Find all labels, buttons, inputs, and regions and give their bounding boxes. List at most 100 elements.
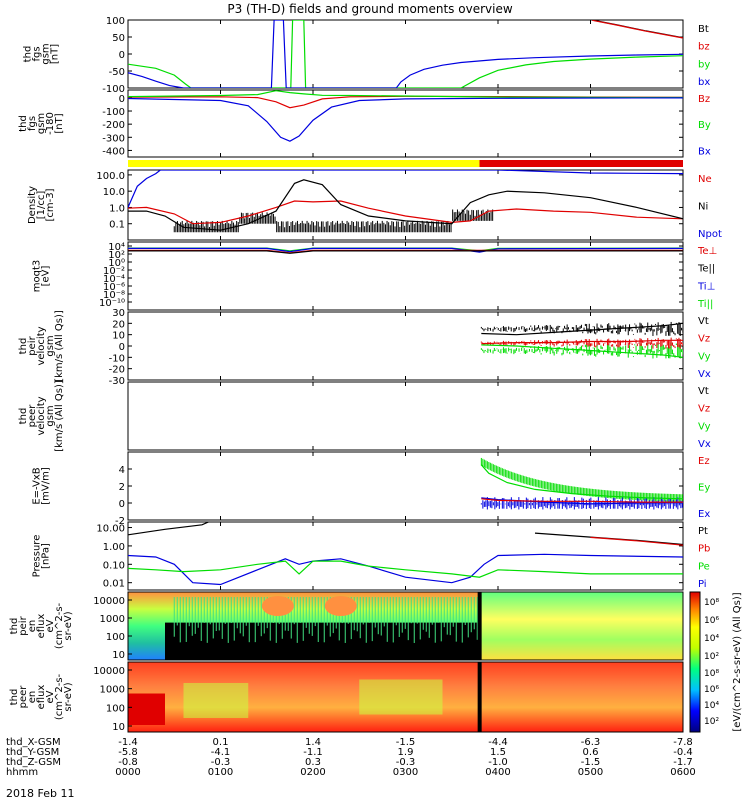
y-tick-label: -30 bbox=[109, 376, 125, 387]
legend-pt: Pt bbox=[698, 526, 708, 537]
series-group bbox=[128, 90, 683, 142]
series-te bbox=[128, 250, 683, 254]
y-axis-label: eV bbox=[45, 690, 56, 703]
y-axis-label: thd bbox=[9, 689, 20, 706]
y-axis-label: [nT] bbox=[50, 44, 61, 64]
y-tick-label: 10000 bbox=[93, 596, 125, 607]
y-axis-label: fgs bbox=[27, 116, 38, 131]
axis-tick-z: -0.3 bbox=[396, 757, 416, 768]
y-tick-label: 20 bbox=[112, 319, 125, 330]
axis-tick-hhmm: 0600 bbox=[670, 767, 695, 778]
time-axis-footer: thd_X-GSMthd_Y-GSMthd_Z-GSMhhmm-1.4-5.8-… bbox=[6, 737, 696, 778]
panel-ylabel: Pressure[nPa] bbox=[32, 535, 52, 578]
axis-tick-y: 0.6 bbox=[583, 747, 599, 758]
legend-te: Te⊥ bbox=[697, 246, 717, 257]
axis-tick-hhmm: 0400 bbox=[485, 767, 510, 778]
panels-layer: thdfgsgsm[nT]100500-50-100Btbzbybxthdfgs… bbox=[9, 16, 743, 733]
panel-frame bbox=[127, 241, 684, 311]
y-tick-label: 0 bbox=[119, 50, 125, 61]
panel-frame bbox=[127, 311, 684, 381]
axis-tick-x: -7.8 bbox=[673, 737, 693, 748]
axis-tick-y: -1.1 bbox=[303, 747, 323, 758]
y-tick-label: 0.10 bbox=[103, 560, 125, 571]
series-vt bbox=[481, 322, 683, 336]
legend-bt: Bt bbox=[698, 24, 709, 35]
y-axis-label: [1/cc] bbox=[36, 191, 47, 220]
legend-ex: Ex bbox=[698, 509, 710, 520]
axis-tick-x: -4.4 bbox=[488, 737, 508, 748]
y-axis-label: peer bbox=[18, 685, 29, 709]
y-tick-label: 10⁻⁸ bbox=[103, 290, 125, 301]
y-tick-label: 0 bbox=[119, 342, 125, 353]
y-axis-label: eflux bbox=[36, 685, 47, 710]
spectrogram-patch bbox=[359, 679, 443, 715]
y-axis-label: E=-VxB bbox=[32, 467, 43, 504]
y-axis-label: peer bbox=[27, 404, 38, 428]
series-ti bbox=[128, 247, 683, 253]
axis-tick-hhmm: 0100 bbox=[208, 767, 233, 778]
axis-row-label: hhmm bbox=[6, 767, 38, 778]
y-tick-label: 1.00 bbox=[103, 542, 125, 553]
legend-ne: Ne bbox=[698, 174, 712, 185]
colorbar-tick: 10² bbox=[704, 652, 719, 662]
y-tick-label: -100 bbox=[102, 84, 125, 95]
series-npot bbox=[128, 170, 683, 208]
y-tick-label: 0 bbox=[119, 499, 125, 510]
y-axis-label: [mV/m] bbox=[41, 467, 52, 505]
y-axis-label: thd bbox=[23, 46, 34, 63]
y-tick-label: 4 bbox=[119, 465, 125, 476]
axis-tick-hhmm: 0300 bbox=[393, 767, 418, 778]
spectrogram-dark-region bbox=[165, 622, 480, 660]
y-tick-label: 0 bbox=[119, 94, 125, 105]
y-tick-label: 1000 bbox=[100, 685, 125, 696]
axis-tick-hhmm: 0200 bbox=[300, 767, 325, 778]
y-axis-label: thd bbox=[18, 115, 29, 132]
legend-by: by bbox=[698, 59, 710, 70]
series-bx bbox=[128, 20, 683, 88]
axis-tick-hhmm: 0000 bbox=[115, 767, 140, 778]
legend-npot: Npot bbox=[698, 229, 722, 240]
y-axis-label: [nT] bbox=[54, 113, 65, 133]
y-axis-label: [nPa] bbox=[41, 543, 52, 569]
y-axis-label: eV bbox=[45, 619, 56, 632]
y-axis-label: gsm bbox=[45, 335, 56, 356]
y-tick-label: 10⁻⁶ bbox=[103, 282, 125, 293]
y-tick-label: -10 bbox=[109, 353, 125, 364]
series-vy bbox=[481, 344, 683, 358]
series-bx bbox=[128, 97, 683, 142]
legend-pb: Pb bbox=[698, 544, 710, 555]
colorbar-tick: 10² bbox=[704, 717, 719, 727]
axis-row-label: thd_X-GSM bbox=[6, 737, 61, 748]
series-ey bbox=[480, 464, 683, 500]
y-axis-label: en bbox=[27, 691, 38, 704]
y-tick-label: 100 bbox=[106, 703, 125, 714]
legend-vz: Vz bbox=[698, 404, 710, 415]
axis-row-label: thd_Y-GSM bbox=[6, 747, 59, 758]
legend-vy: Vy bbox=[698, 351, 711, 362]
y-tick-label: -300 bbox=[102, 133, 125, 144]
y-tick-label: 10² bbox=[108, 250, 125, 261]
y-axis-label: Pressure bbox=[32, 535, 43, 578]
y-axis-label: [eV] bbox=[41, 266, 52, 287]
spectrogram-blob bbox=[324, 596, 357, 616]
series-group bbox=[480, 457, 683, 510]
axis-tick-x: 1.4 bbox=[305, 737, 321, 748]
plot-title: P3 (TH-D) fields and ground moments over… bbox=[227, 2, 512, 16]
y-tick-label: 50 bbox=[112, 33, 125, 44]
y-axis-label: gsm bbox=[45, 405, 56, 426]
axis-tick-y: 1.9 bbox=[398, 747, 414, 758]
colorbar: 10⁸ 10⁶ 10⁴ 10² 10⁸ 10⁶ 10⁴ 10² [eV/(cm^2-s-sr-e… bbox=[689, 591, 743, 733]
series-group bbox=[128, 522, 683, 586]
panel-frame bbox=[127, 381, 684, 451]
y-axis-label: velocity bbox=[36, 396, 47, 435]
legend-vt: Vt bbox=[698, 316, 709, 327]
footer-date: 2018 Feb 11 bbox=[6, 787, 74, 800]
y-axis-label: [cm-3] bbox=[45, 188, 56, 221]
y-axis-label: eflux bbox=[36, 614, 47, 639]
